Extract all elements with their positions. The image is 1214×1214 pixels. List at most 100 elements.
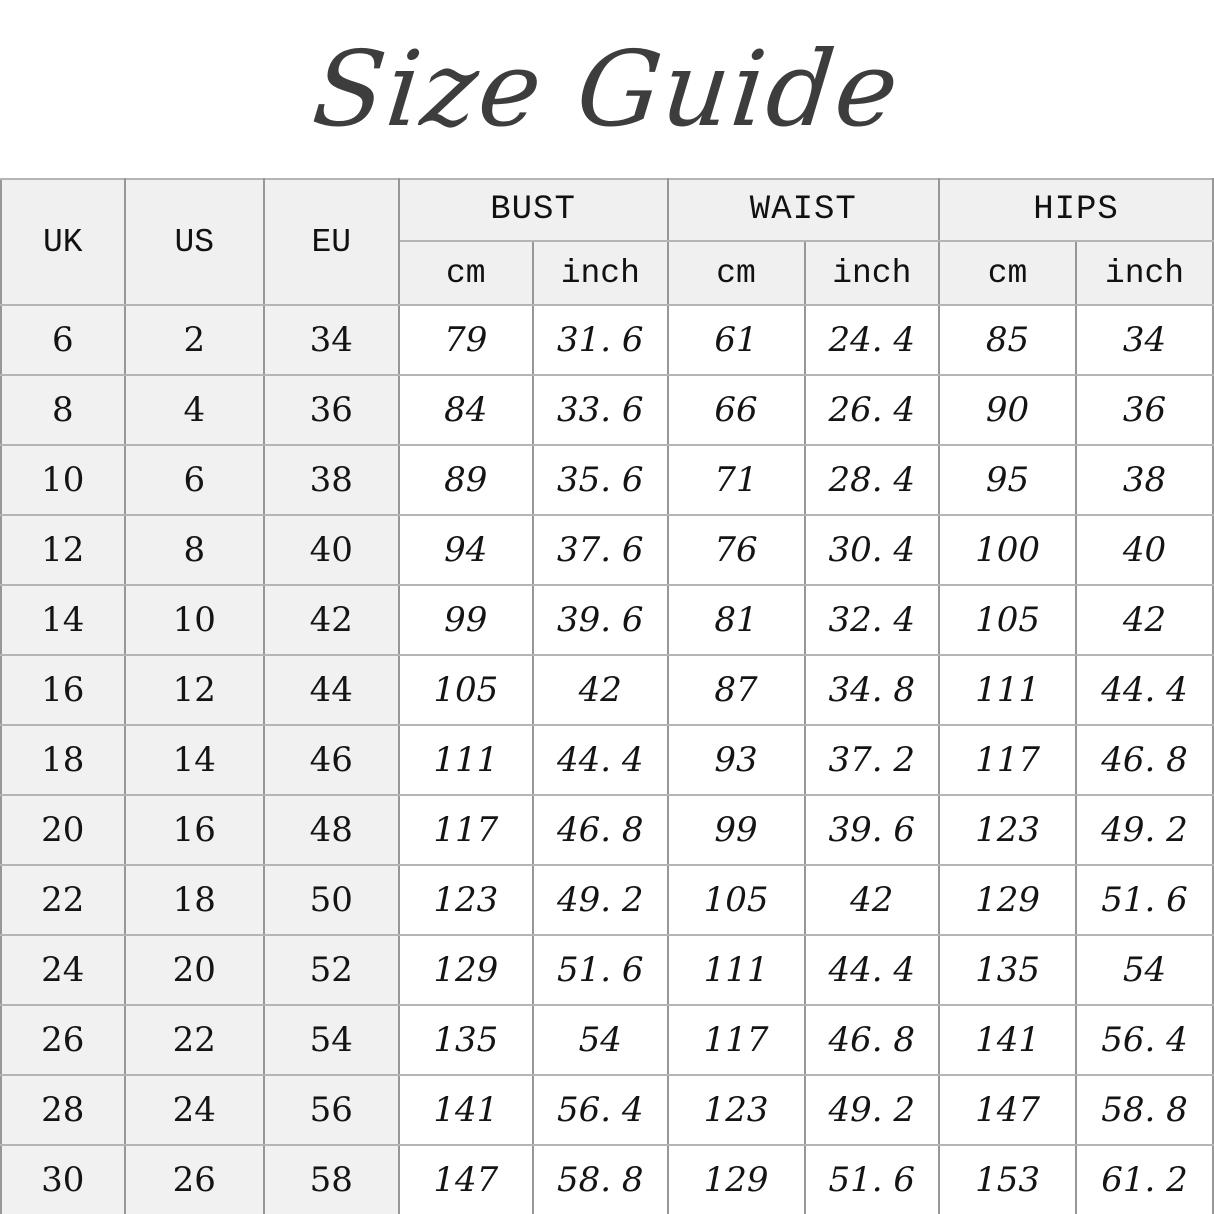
- cell-uk: 20: [0, 794, 126, 866]
- cell-uk: 28: [0, 1074, 126, 1146]
- cell-us: 18: [123, 864, 265, 936]
- cell-bust-inch: 49. 2: [532, 864, 669, 936]
- cell-us: 24: [123, 1074, 265, 1146]
- cell-us: 10: [123, 584, 265, 656]
- cell-waist-cm: 117: [666, 1004, 806, 1076]
- cell-waist-cm: 111: [666, 934, 806, 1006]
- cell-bust-inch: 56. 4: [532, 1074, 669, 1146]
- cell-bust-cm: 117: [397, 794, 535, 866]
- cell-hips-inch: 34: [1075, 304, 1214, 376]
- header-us: US: [123, 178, 265, 306]
- cell-bust-inch: 42: [532, 654, 669, 726]
- cell-uk: 24: [0, 934, 126, 1006]
- header-group-bust: BUST: [397, 178, 669, 242]
- header-group-hips: HIPS: [938, 178, 1214, 242]
- cell-bust-cm: 123: [397, 864, 535, 936]
- subheader-hips-cm: cm: [938, 240, 1078, 306]
- cell-waist-cm: 87: [666, 654, 806, 726]
- cell-waist-inch: 51. 6: [803, 1144, 941, 1214]
- cell-bust-inch: 35. 6: [532, 444, 669, 516]
- cell-hips-cm: 153: [938, 1144, 1078, 1214]
- cell-eu: 46: [262, 724, 400, 796]
- cell-eu: 36: [262, 374, 400, 446]
- cell-waist-inch: 32. 4: [803, 584, 941, 656]
- subheader-bust-inch: inch: [532, 240, 669, 306]
- title-area: Size Guide: [0, 0, 1214, 178]
- cell-us: 12: [123, 654, 265, 726]
- cell-eu: 40: [262, 514, 400, 586]
- cell-hips-inch: 58. 8: [1075, 1074, 1214, 1146]
- cell-hips-cm: 90: [938, 374, 1078, 446]
- cell-waist-cm: 66: [666, 374, 806, 446]
- cell-bust-inch: 58. 8: [532, 1144, 669, 1214]
- cell-uk: 8: [0, 374, 126, 446]
- table-row: 28 24 56 141 56. 4 123 49. 2 147 58. 8: [0, 1074, 1214, 1146]
- cell-waist-cm: 123: [666, 1074, 806, 1146]
- cell-eu: 48: [262, 794, 400, 866]
- cell-waist-inch: 49. 2: [803, 1074, 941, 1146]
- subheader-hips-inch: inch: [1075, 240, 1214, 306]
- cell-us: 16: [123, 794, 265, 866]
- table-row: 22 18 50 123 49. 2 105 42 129 51. 6: [0, 864, 1214, 936]
- cell-eu: 52: [262, 934, 400, 1006]
- cell-eu: 38: [262, 444, 400, 516]
- cell-us: 6: [123, 444, 265, 516]
- cell-waist-inch: 24. 4: [803, 304, 941, 376]
- cell-uk: 6: [0, 304, 126, 376]
- cell-waist-cm: 93: [666, 724, 806, 796]
- cell-hips-inch: 49. 2: [1075, 794, 1214, 866]
- cell-waist-cm: 81: [666, 584, 806, 656]
- header-uk: UK: [0, 178, 126, 306]
- cell-us: 14: [123, 724, 265, 796]
- cell-uk: 16: [0, 654, 126, 726]
- cell-waist-inch: 39. 6: [803, 794, 941, 866]
- cell-waist-inch: 37. 2: [803, 724, 941, 796]
- cell-us: 22: [123, 1004, 265, 1076]
- cell-waist-inch: 42: [803, 864, 941, 936]
- table-row: 10 6 38 89 35. 6 71 28. 4 95 38: [0, 444, 1214, 516]
- cell-waist-cm: 61: [666, 304, 806, 376]
- page-title: Size Guide: [307, 28, 907, 150]
- cell-waist-cm: 76: [666, 514, 806, 586]
- cell-bust-cm: 105: [397, 654, 535, 726]
- table-header: UK US EU BUST WAIST HIPS cm inch cm inch…: [0, 178, 1214, 306]
- size-guide-table: UK US EU BUST WAIST HIPS cm inch cm inch…: [0, 178, 1214, 1214]
- cell-uk: 22: [0, 864, 126, 936]
- header-eu: EU: [262, 178, 400, 306]
- cell-us: 2: [123, 304, 265, 376]
- cell-bust-inch: 39. 6: [532, 584, 669, 656]
- cell-us: 4: [123, 374, 265, 446]
- cell-hips-cm: 123: [938, 794, 1078, 866]
- cell-hips-cm: 147: [938, 1074, 1078, 1146]
- cell-bust-cm: 99: [397, 584, 535, 656]
- cell-hips-inch: 44. 4: [1075, 654, 1214, 726]
- table-row: 30 26 58 147 58. 8 129 51. 6 153 61. 2: [0, 1144, 1214, 1214]
- cell-hips-inch: 51. 6: [1075, 864, 1214, 936]
- cell-eu: 54: [262, 1004, 400, 1076]
- cell-bust-cm: 89: [397, 444, 535, 516]
- header-unit-row: cm inch cm inch cm inch: [1, 240, 1214, 306]
- cell-bust-inch: 54: [532, 1004, 669, 1076]
- cell-uk: 10: [0, 444, 126, 516]
- cell-bust-cm: 135: [397, 1004, 535, 1076]
- cell-waist-inch: 44. 4: [803, 934, 941, 1006]
- cell-eu: 50: [262, 864, 400, 936]
- table-row: 20 16 48 117 46. 8 99 39. 6 123 49. 2: [0, 794, 1214, 866]
- cell-hips-inch: 40: [1075, 514, 1214, 586]
- cell-uk: 12: [0, 514, 126, 586]
- cell-uk: 26: [0, 1004, 126, 1076]
- cell-bust-inch: 51. 6: [532, 934, 669, 1006]
- cell-uk: 14: [0, 584, 126, 656]
- cell-hips-cm: 95: [938, 444, 1078, 516]
- cell-waist-cm: 105: [666, 864, 806, 936]
- table-row: 14 10 42 99 39. 6 81 32. 4 105 42: [0, 584, 1214, 656]
- cell-hips-cm: 129: [938, 864, 1078, 936]
- cell-hips-inch: 38: [1075, 444, 1214, 516]
- table-row: 16 12 44 105 42 87 34. 8 111 44. 4: [0, 654, 1214, 726]
- cell-eu: 34: [262, 304, 400, 376]
- cell-hips-cm: 100: [938, 514, 1078, 586]
- cell-bust-inch: 46. 8: [532, 794, 669, 866]
- cell-hips-inch: 54: [1075, 934, 1214, 1006]
- cell-hips-cm: 85: [938, 304, 1078, 376]
